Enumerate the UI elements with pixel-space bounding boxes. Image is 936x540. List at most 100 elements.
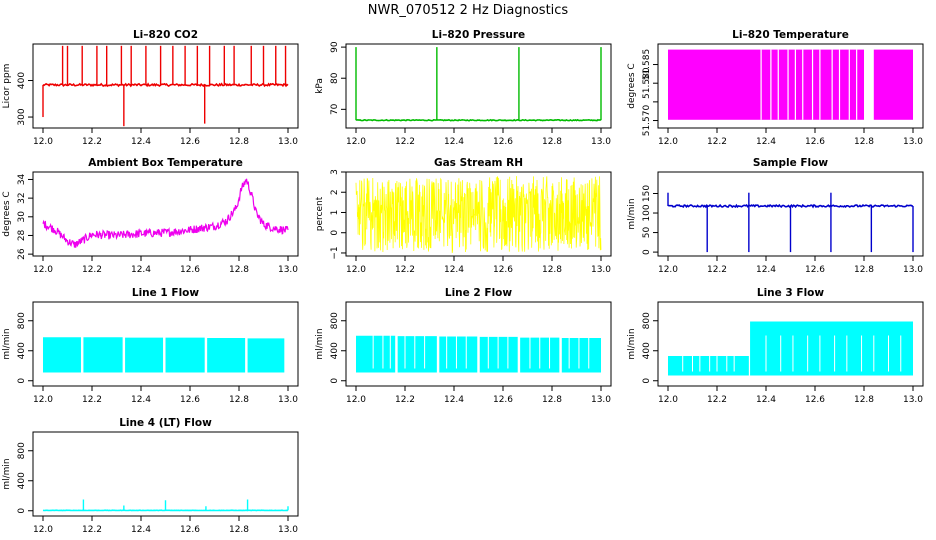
plot-frame <box>345 301 612 387</box>
y-axis-label: ml/min <box>627 328 637 359</box>
data-block <box>125 337 164 373</box>
x-tick-label: 12.4 <box>444 137 464 147</box>
chart-title: Line 3 Flow <box>757 287 824 299</box>
plot-frame <box>32 171 299 257</box>
x-tick-label: 13.0 <box>903 265 923 275</box>
x-tick-label: 12.0 <box>33 265 53 275</box>
chart-title: Line 2 Flow <box>445 287 512 299</box>
x-tick-label: 12.4 <box>131 137 151 147</box>
y-tick-label: 70 <box>330 103 340 115</box>
y-tick-label: 50 <box>642 227 652 239</box>
x-tick-label: 12.2 <box>707 395 727 405</box>
x-tick-label: 13.0 <box>591 137 611 147</box>
x-tick-label: 12.2 <box>82 265 102 275</box>
data-series <box>42 45 289 127</box>
data-band <box>873 49 913 120</box>
data-series <box>355 176 602 253</box>
y-tick-label: 28 <box>17 229 27 241</box>
y-tick-label: 300 <box>17 108 27 125</box>
chart-title: Line 4 (LT) Flow <box>119 417 212 429</box>
x-tick-label: 12.6 <box>180 137 200 147</box>
x-tick-label: 12.6 <box>805 265 825 275</box>
x-tick-label: 12.0 <box>33 137 53 147</box>
y-tick-label: 150 <box>642 185 652 202</box>
x-tick-label: 12.2 <box>707 137 727 147</box>
y-axis-label: ml/min <box>2 328 12 359</box>
x-tick-label: 12.8 <box>229 137 249 147</box>
chart-title: Ambient Box Temperature <box>88 157 243 169</box>
y-tick-label: 800 <box>17 312 27 329</box>
x-tick-label: 13.0 <box>278 137 298 147</box>
data-series <box>355 47 602 122</box>
chart-panel: Line 2 Flow ml/min 12.0 12.2 12.4 12.6 12.8 13.… <box>315 287 612 405</box>
data-series <box>42 178 289 248</box>
data-block <box>83 337 123 373</box>
y-axis-label: ml/min <box>627 198 637 229</box>
x-tick-label: 12.0 <box>658 137 678 147</box>
x-tick-label: 12.2 <box>82 137 102 147</box>
x-tick-label: 12.0 <box>346 137 366 147</box>
x-tick-label: 12.2 <box>395 265 415 275</box>
data-block <box>165 337 205 373</box>
y-axis-label: percent <box>315 196 325 231</box>
chart-title: Li–820 Pressure <box>432 29 525 41</box>
y-tick-label: 0 <box>642 378 652 384</box>
data-block <box>397 336 437 373</box>
y-tick-label: 0 <box>17 378 27 384</box>
x-tick-label: 12.8 <box>854 395 874 405</box>
x-tick-label: 12.0 <box>346 395 366 405</box>
x-tick-label: 12.8 <box>229 395 249 405</box>
chart-title: Gas Stream RH <box>434 157 523 169</box>
y-tick-label: 0 <box>330 378 340 384</box>
x-tick-label: 12.4 <box>131 525 151 535</box>
x-tick-label: 12.2 <box>395 395 415 405</box>
x-tick-label: 12.8 <box>854 265 874 275</box>
y-tick-label: 1 <box>330 210 340 216</box>
x-tick-label: 12.4 <box>756 395 776 405</box>
chart-title: Sample Flow <box>753 157 828 169</box>
x-tick-label: 13.0 <box>278 525 298 535</box>
y-tick-label: 800 <box>17 442 27 459</box>
series-line <box>355 118 601 122</box>
y-tick-label: 400 <box>17 72 27 89</box>
plot-frame <box>32 431 299 517</box>
x-tick-label: 12.8 <box>229 265 249 275</box>
y-tick-label: 100 <box>642 204 652 221</box>
data-series <box>668 49 913 120</box>
data-series <box>356 332 601 373</box>
y-tick-label: 80 <box>330 72 340 84</box>
x-tick-label: 12.8 <box>542 137 562 147</box>
y-tick-label: 90 <box>330 41 340 53</box>
data-block <box>43 337 81 373</box>
x-tick-label: 13.0 <box>591 395 611 405</box>
plot-frame <box>32 43 299 129</box>
y-tick-label: 2 <box>330 189 340 195</box>
x-tick-label: 12.4 <box>131 395 151 405</box>
x-tick-label: 12.4 <box>756 265 776 275</box>
x-tick-label: 13.0 <box>278 395 298 405</box>
y-tick-label: 800 <box>642 312 652 329</box>
y-axis-label: kPa <box>315 78 325 94</box>
x-tick-label: 12.2 <box>395 137 415 147</box>
data-series <box>668 321 913 376</box>
y-tick-label: 0 <box>642 249 652 255</box>
y-axis-label: degrees C <box>627 63 637 108</box>
y-axis-label: ml/min <box>315 328 325 359</box>
data-block <box>356 335 396 373</box>
plot-frame <box>32 301 299 387</box>
plot-frame <box>657 43 924 129</box>
x-tick-label: 13.0 <box>903 137 923 147</box>
x-tick-label: 12.6 <box>805 395 825 405</box>
y-tick-label: 26 <box>17 248 27 260</box>
y-tick-label: 400 <box>17 472 27 489</box>
series-line <box>42 82 289 88</box>
x-tick-label: 12.0 <box>346 265 366 275</box>
figure-title: NWR_070512 2 Hz Diagnostics <box>368 3 569 18</box>
x-tick-label: 12.6 <box>180 395 200 405</box>
series-line <box>355 176 602 253</box>
x-tick-label: 12.8 <box>854 137 874 147</box>
chart-panel: Li–820 CO2 Licor ppm 12.0 12.2 12.4 12.6 12.8 1… <box>2 29 299 147</box>
data-series <box>667 192 914 253</box>
chart-panel: Line 3 Flow ml/min 12.0 12.2 12.4 12.6 12.8 13.… <box>627 287 924 405</box>
y-axis-label: ml/min <box>2 458 12 489</box>
